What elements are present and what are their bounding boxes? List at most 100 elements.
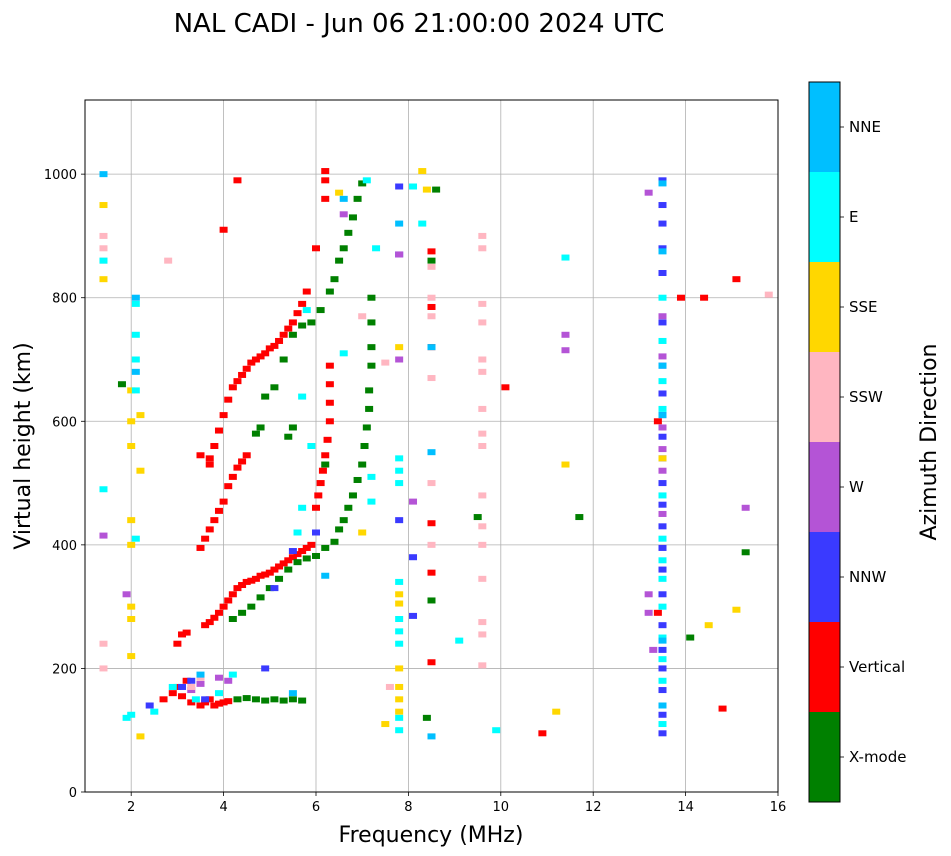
data-point bbox=[131, 368, 140, 375]
data-point bbox=[261, 350, 270, 357]
data-point bbox=[275, 563, 284, 570]
data-point bbox=[427, 303, 436, 310]
data-point bbox=[741, 504, 750, 511]
colorbar-segment bbox=[809, 532, 840, 622]
data-point bbox=[131, 300, 140, 307]
data-point bbox=[367, 319, 376, 326]
x-axis-label: Frequency (MHz) bbox=[339, 823, 524, 848]
data-point bbox=[293, 310, 302, 317]
series-nne bbox=[99, 171, 667, 740]
data-point bbox=[99, 245, 108, 252]
data-point bbox=[339, 211, 348, 218]
data-point bbox=[275, 337, 284, 344]
data-point bbox=[159, 696, 168, 703]
data-point bbox=[265, 585, 274, 592]
data-point bbox=[658, 634, 667, 641]
data-point bbox=[242, 365, 251, 372]
data-point bbox=[256, 594, 265, 601]
x-tick-label: 12 bbox=[585, 800, 602, 815]
data-point bbox=[293, 551, 302, 558]
data-point bbox=[658, 455, 667, 462]
data-point bbox=[395, 480, 404, 487]
data-point bbox=[353, 195, 362, 202]
data-point bbox=[427, 520, 436, 527]
data-point bbox=[302, 544, 311, 551]
data-point bbox=[196, 671, 205, 678]
data-point bbox=[275, 575, 284, 582]
data-point bbox=[478, 541, 487, 548]
data-point bbox=[219, 603, 228, 610]
data-point bbox=[385, 683, 394, 690]
data-point bbox=[233, 378, 242, 385]
data-point bbox=[552, 708, 561, 715]
series-e bbox=[99, 177, 667, 734]
y-tick-label: 400 bbox=[52, 539, 77, 554]
data-point bbox=[251, 356, 260, 363]
data-point bbox=[233, 177, 242, 184]
data-point bbox=[214, 507, 223, 514]
data-point bbox=[395, 578, 404, 585]
data-point bbox=[288, 331, 297, 338]
data-point bbox=[196, 674, 205, 681]
data-point bbox=[261, 393, 270, 400]
data-point bbox=[330, 538, 339, 545]
data-point bbox=[131, 387, 140, 394]
data-point bbox=[358, 461, 367, 468]
data-point bbox=[325, 399, 334, 406]
data-point bbox=[478, 232, 487, 239]
x-tick-label: 4 bbox=[219, 800, 227, 815]
data-point bbox=[247, 577, 256, 584]
colorbar-segment bbox=[809, 82, 840, 172]
data-point bbox=[242, 452, 251, 459]
data-point bbox=[293, 559, 302, 566]
data-point bbox=[686, 634, 695, 641]
series-sse bbox=[99, 168, 741, 740]
data-point bbox=[658, 177, 667, 184]
y-tick-label: 0 bbox=[69, 786, 77, 801]
data-point bbox=[658, 721, 667, 728]
data-point bbox=[288, 554, 297, 561]
x-tick-label: 10 bbox=[493, 800, 510, 815]
data-point bbox=[658, 523, 667, 530]
data-point bbox=[173, 683, 182, 690]
data-point bbox=[478, 430, 487, 437]
data-point bbox=[307, 319, 316, 326]
series-w bbox=[99, 189, 750, 694]
data-point bbox=[478, 245, 487, 252]
data-point bbox=[233, 464, 242, 471]
data-point bbox=[478, 575, 487, 582]
data-point bbox=[182, 677, 191, 684]
data-point bbox=[658, 575, 667, 582]
data-point bbox=[228, 384, 237, 391]
data-point bbox=[658, 492, 667, 499]
data-point bbox=[561, 461, 570, 468]
data-point bbox=[427, 659, 436, 666]
data-point bbox=[395, 591, 404, 598]
data-point bbox=[335, 257, 344, 264]
data-point bbox=[395, 616, 404, 622]
data-point bbox=[395, 251, 404, 258]
data-point bbox=[381, 721, 390, 728]
data-point bbox=[99, 276, 108, 283]
data-point bbox=[321, 461, 330, 468]
data-point bbox=[395, 714, 404, 721]
y-tick-label: 800 bbox=[52, 292, 77, 307]
plot-frame bbox=[84, 99, 779, 793]
data-point bbox=[233, 696, 242, 703]
data-point bbox=[325, 381, 334, 388]
data-point bbox=[316, 307, 325, 314]
data-point bbox=[658, 687, 667, 694]
data-point bbox=[344, 504, 353, 511]
data-point bbox=[99, 171, 108, 178]
data-point bbox=[732, 276, 741, 283]
data-point bbox=[228, 616, 237, 622]
data-point bbox=[339, 245, 348, 252]
data-point bbox=[293, 529, 302, 536]
data-point bbox=[358, 529, 367, 536]
data-point bbox=[321, 544, 330, 551]
colorbar-tick-label: Vertical bbox=[849, 658, 905, 676]
data-point bbox=[228, 591, 237, 598]
data-point bbox=[238, 582, 247, 589]
data-point bbox=[658, 702, 667, 709]
data-point bbox=[362, 177, 371, 184]
